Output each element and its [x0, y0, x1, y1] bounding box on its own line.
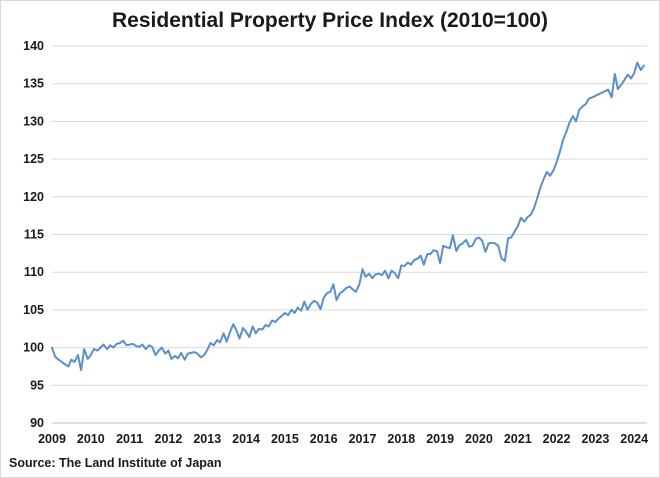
y-tick-label: 105: [23, 303, 44, 317]
x-tick-label: 2009: [38, 432, 66, 446]
y-tick-label: 90: [30, 416, 44, 430]
y-tick-label: 130: [23, 114, 44, 128]
y-tick-label: 140: [23, 39, 44, 53]
x-tick-label: 2019: [426, 432, 454, 446]
y-tick-label: 95: [30, 378, 44, 392]
x-tick-label: 2017: [349, 432, 377, 446]
y-tick-label: 120: [23, 190, 44, 204]
series-line: [51, 61, 645, 372]
x-tick-label: 2010: [77, 432, 105, 446]
gridlines: [52, 45, 647, 424]
x-tick-label: 2023: [581, 432, 609, 446]
x-tick-label: 2014: [232, 432, 260, 446]
x-tick-label: 2012: [155, 432, 183, 446]
x-tick-label: 2013: [193, 432, 221, 446]
series-group: [51, 61, 645, 372]
x-tick-label: 2020: [465, 432, 493, 446]
x-tick-label: 2015: [271, 432, 299, 446]
x-tick-label: 2022: [543, 432, 571, 446]
y-tick-label: 125: [23, 152, 44, 166]
x-tick-label: 2024: [620, 432, 648, 446]
y-axis: 90 95 100 105 110 115 120 125 130 135 140: [23, 39, 44, 430]
y-tick-label: 115: [24, 228, 44, 242]
y-tick-label: 100: [23, 341, 44, 355]
source-note: Source: The Land Institute of Japan: [9, 456, 222, 470]
x-tick-label: 2016: [310, 432, 338, 446]
x-axis: 2009 2010 2011 2012 2013 2014 2015 2016 2017 2018…: [38, 422, 648, 446]
chart-title: Residential Property Price Index (2010=1…: [112, 9, 548, 32]
x-tick-label: 2011: [116, 432, 143, 446]
x-tick-label: 2021: [504, 432, 532, 446]
y-tick-label: 135: [23, 77, 44, 91]
x-tick-label: 2018: [387, 432, 415, 446]
y-tick-label: 110: [24, 265, 44, 279]
